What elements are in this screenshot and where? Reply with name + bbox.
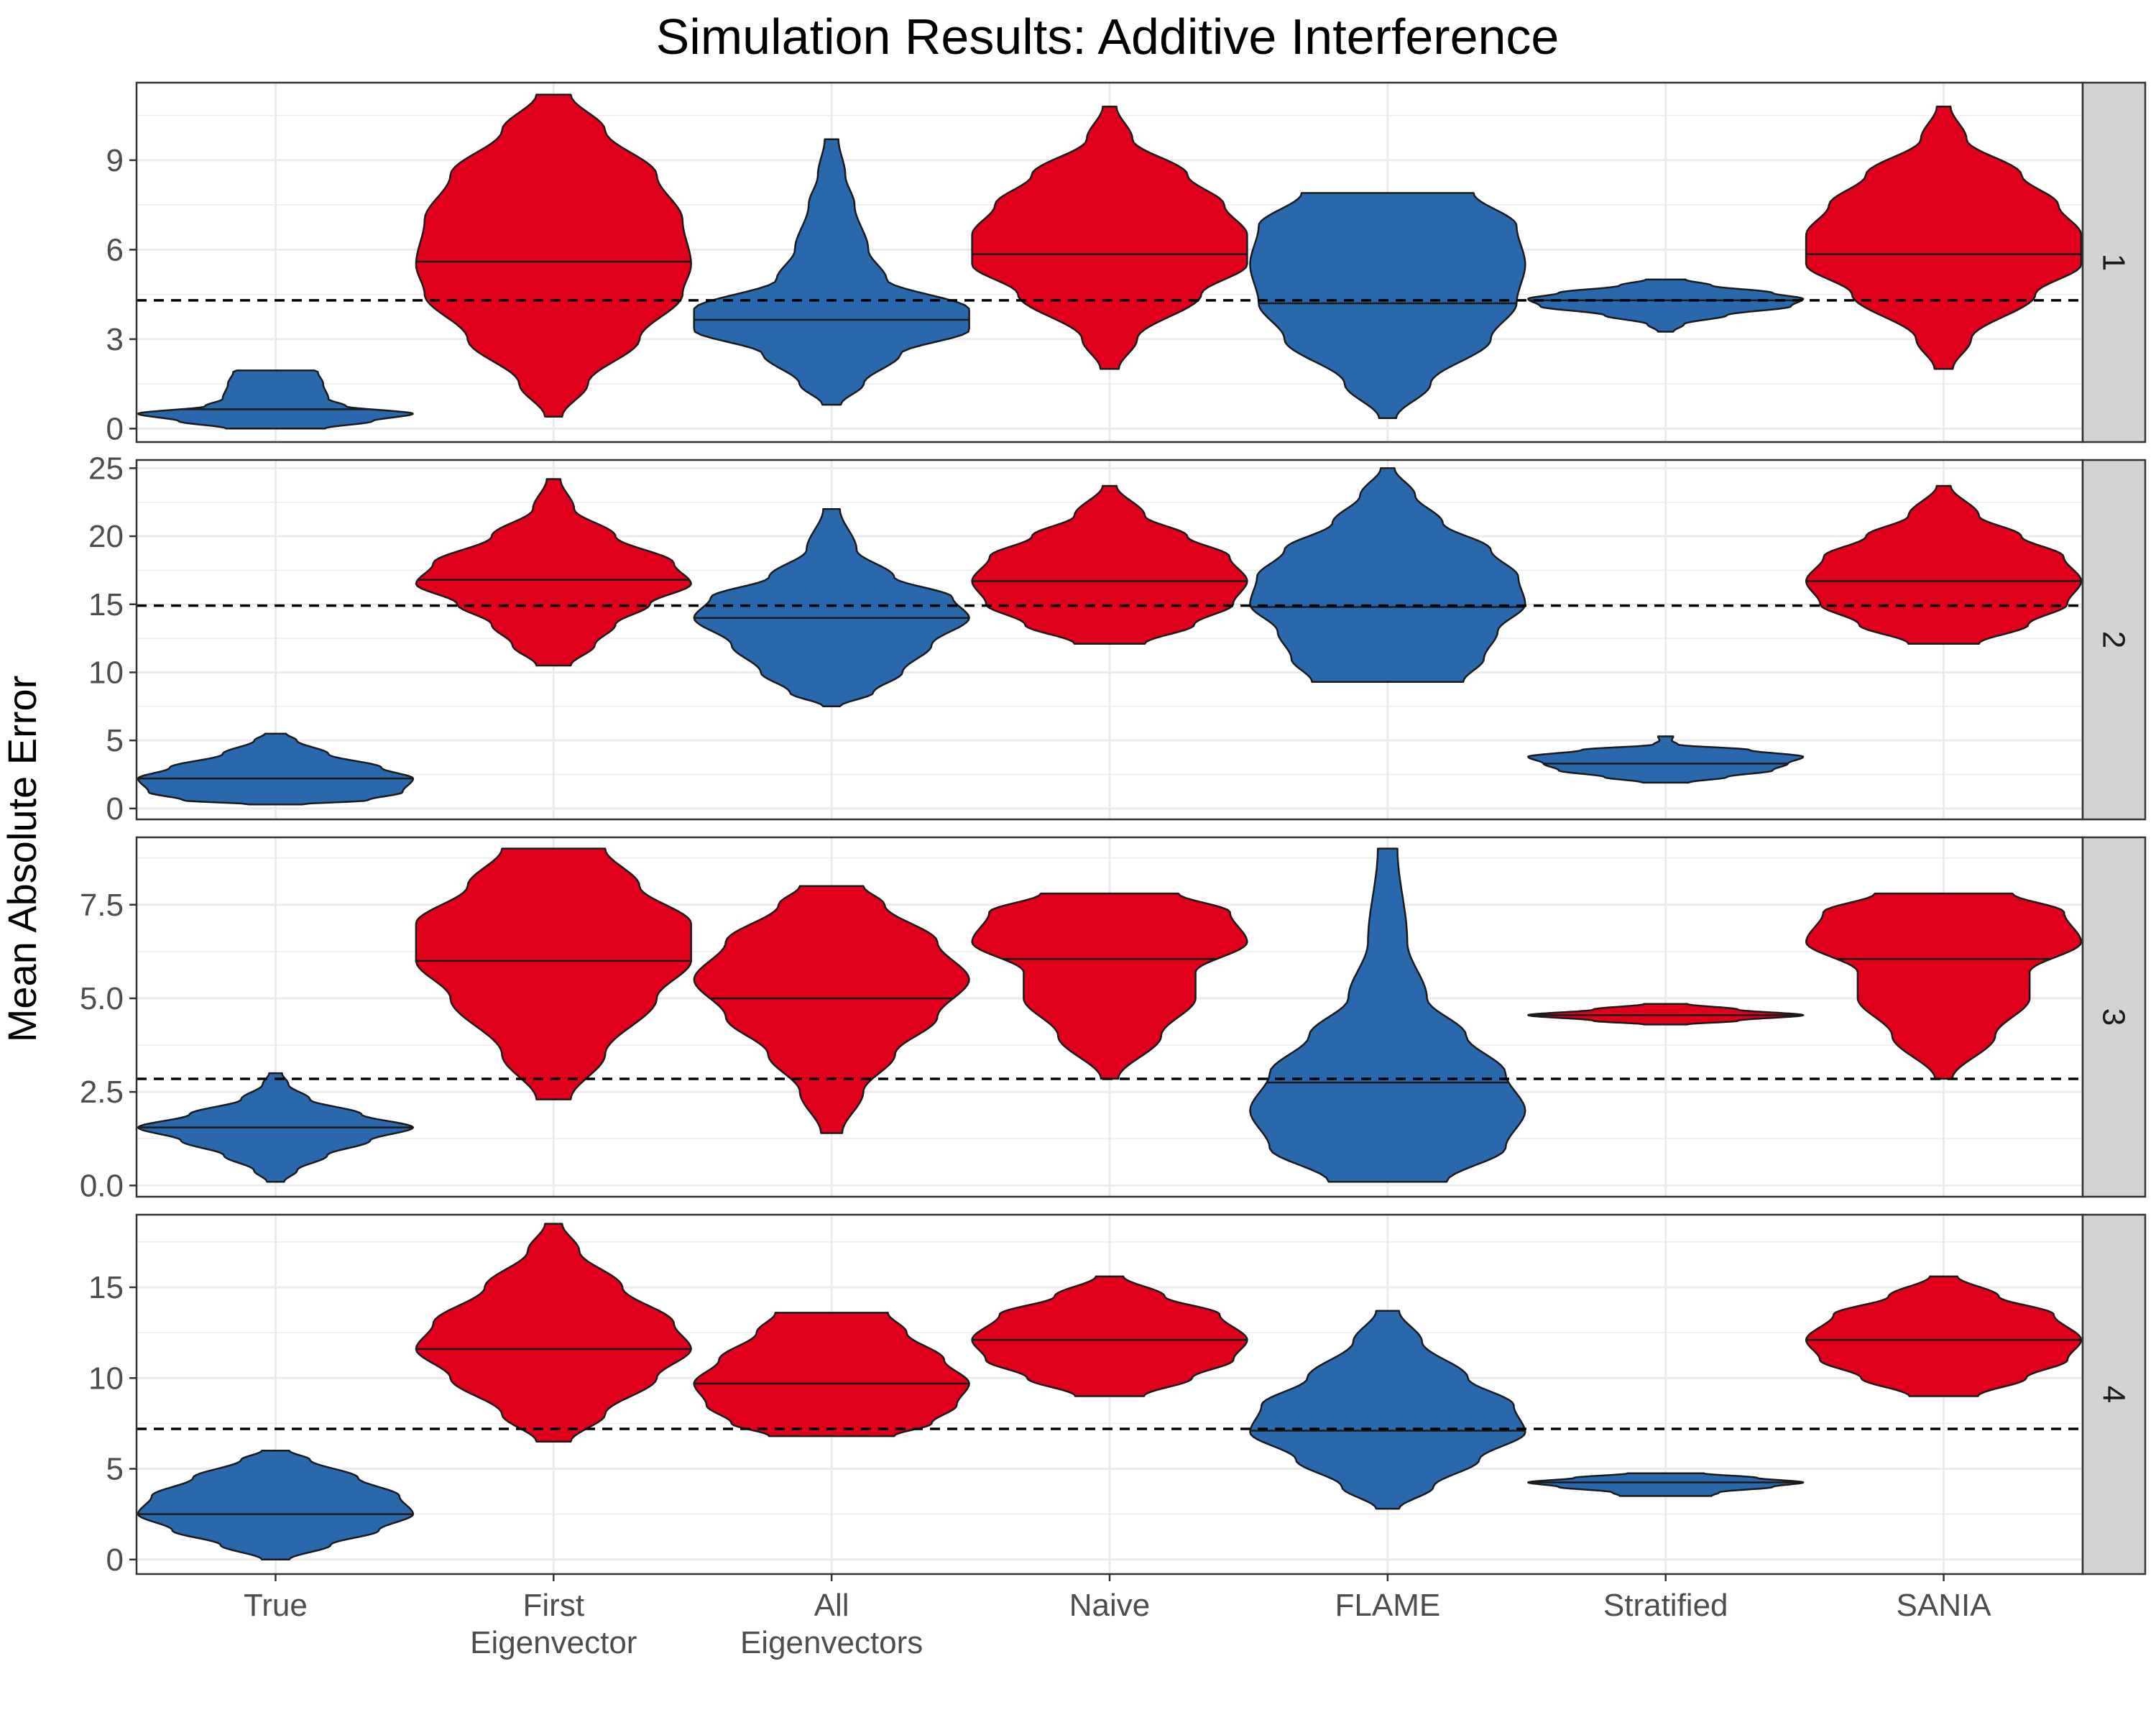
- violin-flame: [1249, 192, 1526, 420]
- y-tick-label-7-5: 7.5: [80, 888, 124, 923]
- y-tick-label-0-0: 0.0: [80, 1168, 124, 1203]
- facet-strip: [2081, 836, 2147, 1198]
- y-tick-label-6: 6: [106, 232, 124, 267]
- violin-sania: [1805, 892, 2083, 1080]
- y-tick-label-5: 5: [106, 723, 124, 758]
- facet-strip-label: 3: [2096, 1008, 2132, 1026]
- violin-sania: [1805, 484, 2083, 645]
- x-tick-label-all-eigenvectors: All Eigenvectors: [740, 1588, 923, 1660]
- y-tick-label-20: 20: [88, 519, 124, 554]
- chart-title: Simulation Results: Additive Interferenc…: [656, 9, 1560, 65]
- facet-strip: [2081, 81, 2147, 443]
- violin-first-eigenvector: [415, 478, 692, 667]
- y-tick-label-0: 0: [106, 791, 124, 827]
- y-tick-label-15: 15: [88, 1270, 124, 1305]
- y-tick-label-9: 9: [106, 143, 124, 178]
- x-tick-label-true: True: [244, 1588, 308, 1623]
- x-tick-label-sania: SANIA: [1897, 1588, 1992, 1623]
- x-tick-label-flame: FLAME: [1335, 1588, 1441, 1623]
- y-tick-label-15: 15: [88, 587, 124, 622]
- violin-stratified: [1527, 1003, 1805, 1026]
- y-tick-label-25: 25: [88, 451, 124, 486]
- y-tick-label-10: 10: [88, 1361, 124, 1396]
- y-tick-label-0: 0: [106, 1542, 124, 1578]
- x-axis: True First Eigenvector All Eigenvectors Naive…: [244, 1574, 1991, 1660]
- x-tick-label-naive: Naive: [1069, 1588, 1151, 1623]
- violin-naive: [971, 892, 1248, 1080]
- y-axis-label: Mean Absolute Error: [0, 676, 45, 1042]
- violin-sania: [1805, 105, 2083, 370]
- violin-stratified: [1527, 735, 1805, 784]
- y-tick-label-5: 5: [106, 1452, 124, 1487]
- violin-first-eigenvector: [415, 847, 692, 1100]
- violin-flame: [1249, 1310, 1526, 1510]
- violin-all-eigenvectors: [693, 885, 970, 1134]
- violin-first-eigenvector: [415, 1223, 692, 1443]
- violin-all-eigenvectors: [693, 138, 970, 406]
- facet-strip-label: 4: [2096, 1386, 2132, 1403]
- y-tick-label-5-0: 5.0: [80, 981, 124, 1016]
- violin-stratified: [1527, 278, 1805, 333]
- violin-naive: [971, 105, 1248, 370]
- violin-flame: [1249, 467, 1526, 683]
- y-tick-label-10: 10: [88, 655, 124, 690]
- violin-naive: [971, 484, 1248, 645]
- y-tick-label-0: 0: [106, 411, 124, 446]
- facet-strip-label: 1: [2096, 254, 2132, 271]
- violin-true: [137, 732, 415, 806]
- violin-naive: [971, 1275, 1248, 1397]
- violin-sania: [1805, 1275, 2083, 1397]
- facet-strip: [2081, 459, 2147, 821]
- violin-true: [137, 1450, 414, 1561]
- violin-all-eigenvectors: [693, 1312, 970, 1438]
- facet-panel-1: 0 3 6 9 1: [106, 81, 2147, 446]
- facet-strip-label: 2: [2096, 631, 2132, 648]
- facet-panel-2: 0 5 10 15 20 25 2: [88, 451, 2147, 827]
- violin-all-eigenvectors: [693, 507, 970, 708]
- violin-first-eigenvector: [415, 93, 692, 418]
- x-tick-label-first-eigenvector: First Eigenvector: [470, 1588, 637, 1660]
- facet-panel-3: 0.0 2.5 5.0 7.5 3: [80, 836, 2147, 1203]
- facet-panel-4: 0 5 10 15 4: [88, 1213, 2147, 1578]
- facet-strip: [2081, 1213, 2147, 1576]
- violin-stratified: [1527, 1472, 1805, 1497]
- y-tick-label-2-5: 2.5: [80, 1075, 124, 1110]
- x-tick-label-stratified: Stratified: [1603, 1588, 1728, 1623]
- y-tick-label-3: 3: [106, 322, 124, 357]
- violin-flame: [1249, 847, 1526, 1183]
